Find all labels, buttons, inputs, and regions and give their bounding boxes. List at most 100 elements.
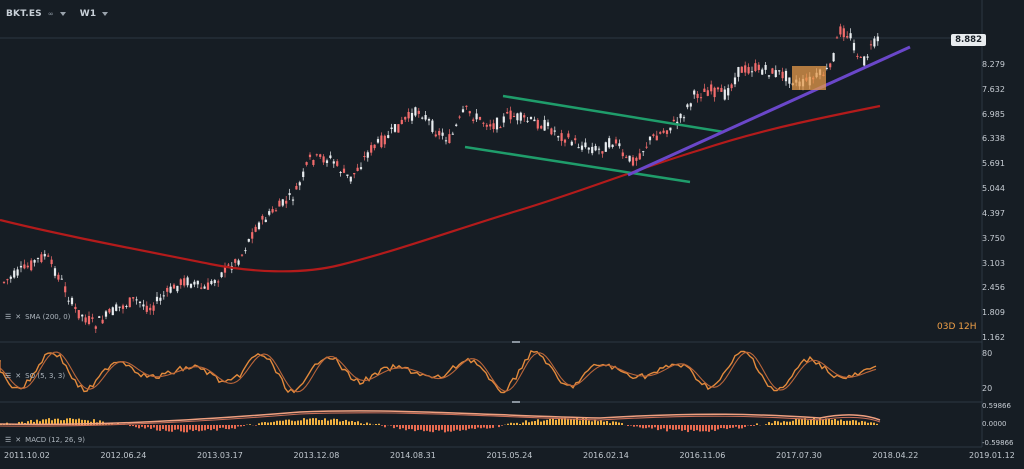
date-axis-label: 2011.10.02: [4, 451, 50, 460]
candle-body: [784, 70, 788, 82]
macd-bar: [531, 421, 533, 425]
menu-lines-icon[interactable]: ☰: [5, 436, 12, 444]
macd-bar: [42, 419, 44, 425]
chevron-down-icon[interactable]: [59, 12, 66, 16]
macd-bar: [771, 423, 773, 425]
candle-body: [465, 105, 468, 107]
price-axis-label: 5.044: [982, 184, 1005, 193]
candle-body: [281, 199, 284, 206]
macd-bar: [852, 420, 854, 425]
candle-body: [200, 287, 203, 289]
close-x-icon[interactable]: ✕: [15, 313, 22, 321]
macd-bar: [231, 425, 233, 429]
menu-lines-icon[interactable]: ☰: [5, 313, 12, 321]
candle-body: [353, 173, 356, 175]
macd-bar: [645, 425, 647, 429]
candle-body: [757, 64, 760, 70]
candle-body: [217, 281, 220, 283]
macd-bar: [723, 425, 725, 429]
macd-bar: [336, 419, 338, 425]
macd-bar: [273, 421, 275, 425]
candle-body: [40, 254, 43, 263]
candle-body: [614, 139, 618, 144]
candle-body: [621, 152, 624, 157]
candle-body: [455, 124, 458, 126]
macd-bar: [159, 425, 161, 431]
macd-bar: [153, 425, 155, 428]
candle-body: [434, 134, 437, 137]
candle-body: [764, 64, 767, 70]
pane-resize-handle[interactable]: [512, 341, 520, 343]
candle-body: [587, 147, 590, 150]
macd-bar: [333, 418, 335, 425]
candle-body: [693, 90, 696, 95]
candle-body: [70, 297, 74, 305]
candle-body: [441, 132, 444, 136]
macd-bar: [171, 425, 173, 432]
price-axis-label: 6.985: [982, 109, 1005, 119]
timeframe-hint: 03D 12H: [937, 322, 977, 332]
macd-bar: [438, 425, 440, 431]
macd-bar: [621, 423, 623, 425]
macd-bar: [564, 417, 566, 425]
stoch-k-line: [0, 349, 877, 394]
channel-upper-line[interactable]: [502, 94, 725, 134]
candle-body: [638, 153, 641, 160]
price-axis-label: 7.632: [982, 84, 1005, 94]
mode-label[interactable]: ∞: [47, 10, 54, 18]
macd-bar: [309, 418, 311, 425]
close-x-icon[interactable]: ✕: [15, 372, 22, 380]
candle-body: [183, 278, 186, 286]
macd-bar: [792, 420, 794, 425]
candle-body: [349, 176, 352, 182]
close-x-icon[interactable]: ✕: [15, 436, 22, 444]
chevron-down-icon[interactable]: [102, 12, 109, 16]
timeframe-label[interactable]: W1: [79, 9, 97, 19]
candle-body: [852, 42, 856, 51]
macd-bar: [453, 425, 455, 431]
candle-body: [516, 113, 519, 121]
macd-bar: [741, 425, 743, 429]
macd-bar: [345, 419, 347, 425]
candle-body: [458, 116, 461, 118]
candle-body: [308, 154, 312, 158]
macd-bar: [735, 425, 737, 427]
candle-body: [723, 89, 726, 100]
candle-body: [19, 265, 23, 268]
macd-bar: [492, 425, 494, 428]
macd-bar: [54, 418, 56, 425]
menu-lines-icon[interactable]: ☰: [5, 372, 12, 380]
candle-body: [104, 311, 108, 317]
candle-body: [380, 135, 383, 148]
candle-body: [492, 123, 495, 130]
symbol-label[interactable]: BKT.ES: [6, 9, 42, 19]
macd-bar: [306, 419, 308, 425]
macd-bar: [582, 418, 584, 425]
candle-body: [312, 159, 315, 165]
candle-body: [210, 280, 213, 285]
macd-bar: [612, 421, 614, 425]
macd-bar: [690, 425, 692, 430]
macd-bar: [327, 420, 329, 425]
macd-axis-label: 0.59866: [982, 402, 1011, 410]
macd-bar: [204, 425, 206, 431]
candle-body: [461, 109, 465, 113]
pane-resize-handle[interactable]: [512, 401, 520, 403]
macd-bar: [693, 425, 695, 431]
channel-lower-line[interactable]: [464, 145, 691, 184]
macd-bar: [726, 425, 728, 430]
candle-body: [285, 200, 288, 204]
macd-bar: [111, 422, 113, 425]
candle-body: [26, 265, 29, 268]
candle-body: [788, 77, 791, 84]
candle-body: [570, 141, 573, 146]
candle-body: [322, 156, 325, 163]
macd-bar: [615, 421, 617, 425]
so-label-text: SO (5, 3, 3): [25, 372, 66, 380]
support-trendline[interactable]: [627, 45, 911, 177]
highlight-zone[interactable]: [792, 66, 826, 90]
candle-body: [417, 110, 420, 114]
macd-bar: [390, 425, 392, 426]
